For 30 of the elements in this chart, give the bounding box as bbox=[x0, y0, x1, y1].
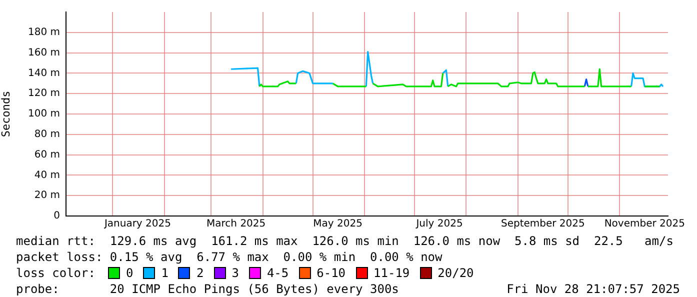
x-tick-label: May 2025 bbox=[313, 218, 362, 230]
x-tick-label: July 2025 bbox=[415, 218, 463, 230]
legend-label: 6-10 bbox=[316, 265, 346, 281]
legend-label: 20/20 bbox=[436, 265, 474, 281]
x-tick-label: March 2025 bbox=[206, 218, 266, 230]
x-tick-label: November 2025 bbox=[604, 218, 685, 230]
y-tick-label: 60 m bbox=[34, 149, 60, 160]
y-tick-label: 20 m bbox=[34, 190, 60, 202]
y-tick-label: 40 m bbox=[34, 170, 60, 181]
x-tick-label: September 2025 bbox=[500, 218, 585, 230]
legend-label: 4-5 bbox=[266, 265, 289, 281]
legend-label: 2 bbox=[195, 265, 204, 281]
y-tick-label: 80 m bbox=[34, 128, 60, 140]
y-tick-label: 180 m bbox=[28, 26, 60, 38]
legend-label: 11-19 bbox=[372, 265, 410, 281]
text: Fri Nov 28 21:07:57 2025 bbox=[506, 281, 680, 297]
text: packet loss: 0.15 % avg 6.77 % max 0.00 % min 0.00 % now bbox=[16, 249, 444, 265]
y-tick-label: 160 m bbox=[28, 47, 60, 58]
legend-label: 0 bbox=[125, 265, 134, 281]
legend-label: 1 bbox=[160, 265, 168, 281]
y-tick-label: 120 m bbox=[28, 88, 60, 100]
legend-title: loss color: bbox=[16, 265, 96, 281]
text: probe: 20 ICMP Echo Pings (56 Bytes) every 300s bbox=[16, 282, 399, 296]
y-tick-label: 0 bbox=[54, 210, 60, 222]
x-tick-label: January 2025 bbox=[103, 218, 171, 230]
y-axis-title: Seconds bbox=[0, 90, 12, 138]
legend-label: 3 bbox=[230, 265, 239, 281]
text: median rtt: 129.6 ms avg 161.2 ms max 126.0 ms min 126.0 ms now 5.8 ms sd 22.5 am/s bbox=[16, 233, 674, 249]
y-tick-label: 100 m bbox=[28, 108, 60, 120]
y-tick-label: 140 m bbox=[28, 68, 60, 79]
